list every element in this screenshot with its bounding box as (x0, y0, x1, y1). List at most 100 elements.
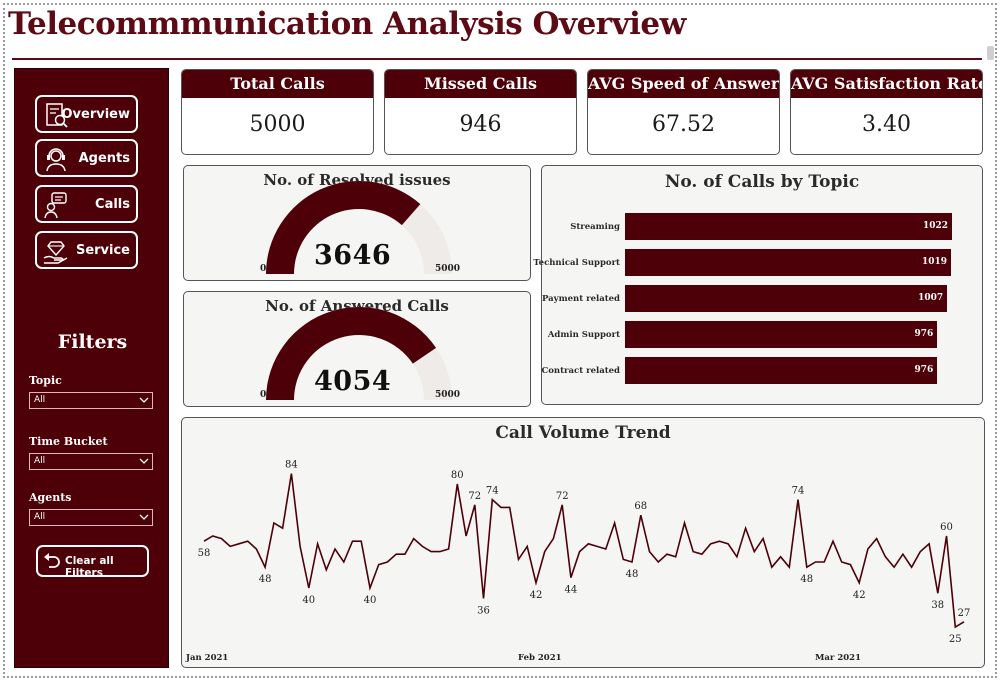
clear-filters-button[interactable]: Clear all Filters (36, 545, 149, 579)
data-point-label: 80 (451, 470, 464, 481)
data-point-label: 48 (626, 569, 639, 580)
nav-label: Overview (61, 106, 130, 122)
data-point-label: 58 (198, 548, 211, 559)
undo-arrow-icon (44, 553, 60, 568)
gauge-max-label: 5000 (435, 390, 461, 400)
data-point-label: 72 (468, 491, 481, 502)
bar-value-label: 1007 (918, 293, 944, 303)
gauge-min-label: 0 (260, 264, 267, 274)
bar-category-label: Admin Support (547, 330, 620, 340)
gauge-min-label: 0 (260, 390, 267, 400)
kpi-value: 5000 (249, 112, 306, 137)
bar[interactable]: 1019 (625, 249, 952, 276)
report-icon (46, 103, 68, 128)
answered-calls-gauge-panel: No. of Answered Calls 0 5000 4054 (183, 291, 531, 407)
trend-line (203, 473, 965, 629)
nav-label: Agents (78, 150, 130, 166)
data-point-label: 27 (958, 608, 971, 619)
data-point-label: 48 (800, 574, 813, 585)
gauge-max-label: 5000 (435, 264, 461, 274)
gauge-title: No. of Resolved issues (263, 171, 451, 189)
kpi-label: AVG Satisfaction Rate (791, 70, 982, 98)
bar-value-label: 976 (914, 365, 934, 375)
nav-label: Calls (95, 196, 130, 212)
data-point-label: 25 (949, 634, 962, 645)
topic-filter-value: All (34, 395, 46, 405)
chevron-down-icon (139, 514, 149, 520)
kpi-avg-speed-of-answer: AVG Speed of Answer 67.52 (587, 69, 780, 155)
nav-label: Service (75, 242, 130, 258)
kpi-avg-satisfaction-rate: AVG Satisfaction Rate 3.40 (790, 69, 983, 155)
bar[interactable]: 1007 (625, 285, 948, 312)
data-point-label: 74 (486, 486, 499, 497)
calls-by-topic-panel: No. of Calls by Topic Streaming 1022 Techn… (533, 165, 983, 405)
nav-calls-button[interactable]: Calls (35, 185, 138, 223)
page-title: Telecommmunication Analysis Overview (8, 6, 686, 42)
kpi-value: 3.40 (862, 112, 911, 137)
data-point-label: 42 (853, 590, 866, 601)
x-tick-label: Mar 2021 (815, 653, 861, 663)
data-point-label: 40 (302, 595, 315, 606)
time-bucket-filter-label: Time Bucket (29, 435, 108, 448)
chevron-down-icon (139, 458, 149, 464)
nav-service-button[interactable]: Service (35, 231, 138, 269)
data-point-label: 60 (940, 522, 953, 533)
data-point-label: 74 (792, 486, 805, 497)
scrollbar-thumb[interactable] (987, 46, 994, 60)
bar-value-label: 1019 (921, 257, 948, 267)
title-divider (12, 58, 982, 60)
agents-filter-label: Agents (29, 491, 72, 504)
time-bucket-filter-select[interactable]: All (29, 453, 153, 470)
nav-agents-button[interactable]: Agents (35, 139, 138, 177)
bar-category-label: Payment related (542, 294, 620, 304)
nav-overview-button[interactable]: Overview (35, 95, 138, 133)
chevron-down-icon (139, 397, 149, 403)
x-tick-label: Jan 2021 (185, 653, 228, 663)
data-point-label: 84 (285, 460, 298, 471)
kpi-missed-calls: Missed Calls 946 (384, 69, 577, 155)
kpi-value: 946 (459, 112, 502, 137)
time-bucket-filter-value: All (34, 456, 46, 466)
gauge-value: 4054 (314, 366, 392, 397)
chart-title: No. of Calls by Topic (664, 172, 860, 192)
gauge-title: No. of Answered Calls (265, 297, 449, 315)
kpi-label: AVG Speed of Answer (588, 70, 779, 98)
bar-value-label: 976 (914, 329, 934, 339)
chart-title: Call Volume Trend (495, 423, 671, 443)
bar-category-label: Streaming (570, 222, 620, 232)
bar-category-label: Technical Support (533, 258, 620, 268)
agents-filter-value: All (34, 512, 46, 522)
resolved-issues-gauge (266, 181, 452, 274)
gauge-value: 3646 (314, 240, 392, 271)
answered-calls-gauge (266, 307, 452, 400)
bar-value-label: 1022 (922, 221, 948, 231)
gauge-fill (266, 307, 437, 400)
resolved-issues-gauge-panel: No. of Resolved issues 0 5000 3646 (183, 165, 531, 281)
filters-heading: Filters (57, 331, 128, 353)
data-point-label: 44 (565, 585, 578, 596)
diamond-hand-icon (43, 241, 68, 264)
gauge-fill (266, 181, 421, 274)
data-point-label: 42 (530, 590, 543, 601)
topic-filter-select[interactable]: All (29, 392, 153, 409)
call-volume-trend-chart: 58 48 84 40 40 80 72 36 74 42 72 44 48 68 74 48 42 38 60 25… (185, 460, 971, 663)
bar[interactable]: 1022 (625, 213, 952, 240)
bar[interactable]: 976 (625, 321, 938, 348)
kpi-label: Missed Calls (385, 70, 576, 98)
dashboard-frame (3, 3, 997, 678)
data-point-label: 40 (364, 595, 377, 606)
kpi-label: Total Calls (182, 70, 373, 98)
data-point-label: 36 (477, 605, 490, 616)
data-point-label: 68 (634, 501, 647, 512)
data-point-label: 48 (259, 574, 272, 585)
sidebar: Overview Agents Calls Service Filter (14, 68, 169, 668)
x-tick-label: Feb 2021 (518, 653, 562, 663)
clear-filters-label: Clear all Filters (65, 555, 114, 579)
kpi-total-calls: Total Calls 5000 (181, 69, 374, 155)
headset-agent-icon (46, 148, 66, 172)
kpi-value: 67.52 (652, 112, 715, 137)
topic-filter-label: Topic (29, 374, 62, 387)
agents-filter-select[interactable]: All (29, 509, 153, 526)
data-point-label: 72 (556, 491, 569, 502)
bar[interactable]: 976 (625, 357, 938, 384)
